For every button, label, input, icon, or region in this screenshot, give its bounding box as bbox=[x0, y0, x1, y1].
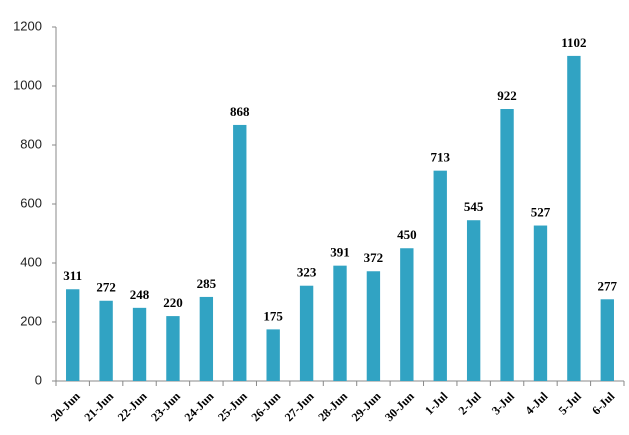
y-tick-label: 600 bbox=[20, 195, 42, 210]
value-label: 545 bbox=[464, 199, 484, 214]
value-label: 1102 bbox=[561, 35, 586, 50]
x-tick-label: 25-Jun bbox=[215, 389, 250, 424]
x-tick-label: 5-Jul bbox=[556, 389, 585, 418]
bar bbox=[567, 55, 581, 381]
x-tick-label: 4-Jul bbox=[522, 389, 551, 418]
value-label: 175 bbox=[263, 308, 283, 323]
x-tick-label: 26-Jun bbox=[248, 389, 283, 424]
value-label: 713 bbox=[430, 150, 450, 165]
bar bbox=[166, 316, 180, 381]
bar bbox=[333, 265, 347, 381]
bar bbox=[132, 307, 147, 381]
value-label: 922 bbox=[497, 88, 517, 103]
value-label: 868 bbox=[230, 104, 250, 119]
value-label: 272 bbox=[96, 280, 116, 295]
y-tick-label: 200 bbox=[20, 313, 42, 328]
bar bbox=[233, 124, 247, 381]
x-tick-label: 23-Jun bbox=[148, 389, 183, 424]
x-tick-label: 24-Jun bbox=[182, 389, 217, 424]
x-tick-label: 2-Jul bbox=[455, 389, 484, 418]
y-tick-label: 1000 bbox=[13, 77, 42, 92]
y-tick-label: 800 bbox=[20, 136, 42, 151]
x-tick-label: 27-Jun bbox=[282, 389, 317, 424]
bar bbox=[433, 170, 447, 381]
value-label: 527 bbox=[531, 205, 551, 220]
x-tick-label: 30-Jun bbox=[382, 389, 417, 424]
value-label: 277 bbox=[598, 278, 618, 293]
x-tick-label: 3-Jul bbox=[489, 389, 518, 418]
x-tick-label: 21-Jun bbox=[81, 389, 116, 424]
value-label: 220 bbox=[163, 295, 183, 310]
value-label: 248 bbox=[130, 287, 150, 302]
bar bbox=[266, 329, 280, 381]
x-tick-label: 20-Jun bbox=[48, 389, 83, 424]
bar bbox=[66, 289, 80, 381]
bar bbox=[533, 225, 548, 381]
value-label: 323 bbox=[297, 265, 317, 280]
y-tick-label: 1200 bbox=[13, 18, 42, 33]
x-tick-label: 22-Jun bbox=[115, 389, 150, 424]
bar bbox=[600, 299, 614, 381]
y-tick-label: 0 bbox=[35, 372, 42, 387]
x-tick-label: 1-Jul bbox=[422, 389, 451, 418]
bar bbox=[466, 220, 481, 381]
value-label: 372 bbox=[364, 250, 384, 265]
x-tick-label: 28-Jun bbox=[315, 389, 350, 424]
value-label: 311 bbox=[63, 268, 82, 283]
bar bbox=[99, 300, 113, 381]
bar bbox=[366, 271, 381, 381]
bar bbox=[400, 248, 414, 381]
value-label: 285 bbox=[197, 276, 217, 291]
value-label: 391 bbox=[330, 245, 350, 260]
x-tick-label: 29-Jun bbox=[349, 389, 384, 424]
value-label: 450 bbox=[397, 227, 417, 242]
y-tick-label: 400 bbox=[20, 254, 42, 269]
bar bbox=[199, 296, 214, 381]
x-tick-label: 6-Jul bbox=[589, 389, 618, 418]
bar bbox=[500, 109, 514, 381]
bar bbox=[299, 285, 314, 381]
